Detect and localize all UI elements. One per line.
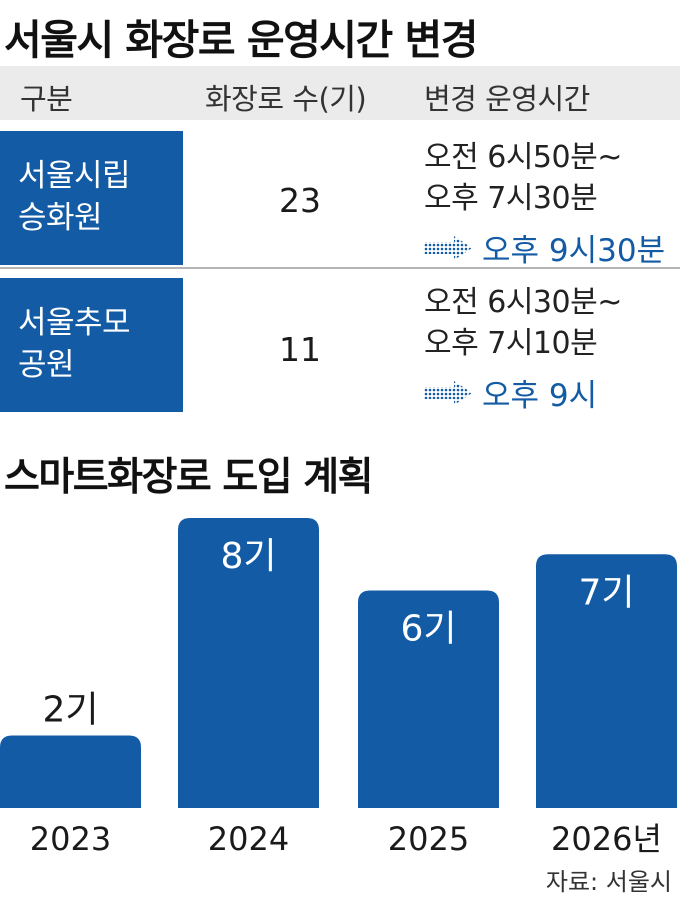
data-label-2023: 2기 (42, 690, 98, 731)
x-tick-label-2025: 2025 (388, 820, 469, 858)
data-label-2026년: 7기 (578, 572, 634, 613)
old-hours-end: 오후 7시30분 (424, 181, 598, 216)
facility-name-line2: 승화원 (18, 200, 103, 236)
bar-2026년 (536, 554, 677, 808)
old-hours: 오전 6시50분~ 오후 7시30분 (424, 137, 622, 219)
facility-name-box: 서울시립 승화원 (0, 131, 183, 265)
x-tick-label-2023: 2023 (30, 820, 111, 858)
new-hours-label: 오후 9시30분 (482, 233, 666, 269)
source-note: 자료: 서울시 (545, 868, 672, 896)
dotted-arrow-icon (424, 380, 472, 405)
old-hours-end: 오후 7시10분 (424, 326, 598, 361)
old-hours: 오전 6시30분~ 오후 7시10분 (424, 282, 622, 364)
row-divider (0, 267, 680, 269)
new-hours: 오후 9시30분 (424, 225, 665, 270)
new-hours-label: 오후 9시 (482, 378, 598, 414)
data-label-2024: 8기 (220, 536, 276, 577)
x-tick-label-2024: 2024 (208, 820, 289, 858)
bar-chart: 2기 2023 8기 2024 6기 2025 7기 2026년 (0, 518, 677, 858)
x-tick-label-2026년: 2026년 (551, 820, 662, 858)
furnace-count: 11 (279, 330, 321, 369)
old-hours-start: 오전 6시30분~ (424, 285, 622, 320)
facility-name-line1: 서울시립 (18, 158, 131, 194)
bar-2024 (178, 518, 319, 808)
dotted-arrow-icon (424, 235, 472, 260)
furnace-count: 23 (279, 181, 321, 220)
bar-2023 (0, 735, 141, 808)
header-new-hours: 변경 운영시간 (424, 82, 590, 116)
facility-name-line2: 공원 (18, 347, 75, 383)
bar-2025 (358, 590, 499, 808)
old-hours-start: 오전 6시50분~ (424, 140, 622, 175)
facility-name-line1: 서울추모 (18, 305, 131, 341)
table-header: 구분 화장로 수(기) 변경 운영시간 (0, 66, 680, 120)
table-title: 서울시 화장로 운영시간 변경 (4, 16, 478, 64)
data-label-2025: 6기 (400, 609, 456, 650)
chart-title: 스마트화장로 도입 계획 (4, 455, 373, 500)
header-furnace-count: 화장로 수(기) (205, 82, 367, 116)
header-category: 구분 (20, 82, 73, 116)
new-hours: 오후 9시 (424, 370, 597, 415)
facility-name-box: 서울추모 공원 (0, 278, 183, 412)
